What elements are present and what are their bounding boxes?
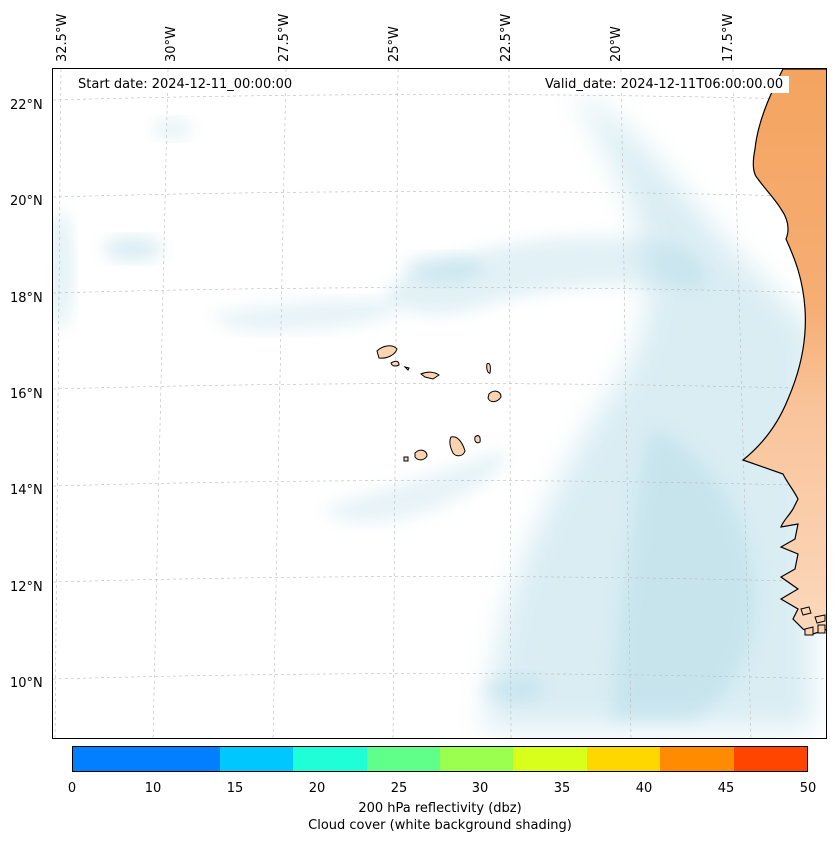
colorbar-tick-10: 10 (144, 781, 162, 796)
meridian-20w (620, 69, 632, 738)
colorbar-tick-25: 25 (390, 781, 408, 796)
colorbar-segment-30-35 (513, 747, 587, 771)
lat-label-18n: 18°N (10, 291, 43, 306)
colorbar-tick-30: 30 (471, 781, 489, 796)
meridian-30w (152, 69, 169, 738)
island-brava (403, 456, 409, 462)
meridian-25w (392, 69, 399, 738)
graticule (53, 69, 826, 738)
start-date-label: Start date: 2024-12-11_00:00:00 (72, 76, 299, 93)
lon-label-32-5w: 32.5°W (55, 13, 70, 62)
meridian-27-5w (272, 69, 287, 738)
lat-label-14n: 14°N (10, 483, 43, 498)
lat-label-22n: 22°N (10, 98, 43, 113)
colorbar-segment-15-20 (293, 747, 367, 771)
colorbar-segment-0-10 (73, 747, 220, 771)
colorbar-tick-40: 40 (635, 781, 653, 796)
meridian-17-5w (732, 69, 752, 738)
colorbar-label: 200 hPa reflectivity (dbz) (358, 801, 522, 816)
island-maio (474, 435, 481, 444)
colorbar-tick-20: 20 (308, 781, 326, 796)
island-sao-nicolau (420, 371, 440, 380)
colorbar-segment-25-30 (440, 747, 514, 771)
meridian-22-5w (508, 69, 512, 738)
cape-verde-islands (376, 345, 502, 462)
meridian-32-5w (54, 69, 62, 738)
island-fogo (414, 449, 428, 461)
parallel-20n (53, 191, 826, 198)
colorbar-segment-20-25 (366, 747, 441, 771)
map-panel[interactable] (52, 68, 827, 739)
island-boa-vista (487, 390, 502, 403)
parallel-22n (53, 94, 826, 101)
colorbar-segment-35-40 (586, 747, 661, 771)
colorbar-segment-10-15 (219, 747, 294, 771)
colorbar-tick-15: 15 (226, 781, 244, 796)
island-santa-luzia (403, 366, 410, 371)
colorbar-tick-0: 0 (67, 781, 77, 796)
lon-label-22-5w: 22.5°W (499, 13, 514, 62)
colorbar-sublabel: Cloud cover (white background shading) (308, 818, 572, 833)
colorbar-segment-45-50 (733, 747, 808, 771)
lat-label-12n: 12°N (10, 580, 43, 595)
colorbar-tick-45: 45 (717, 781, 735, 796)
colorbar (72, 746, 808, 772)
lon-label-17-5w: 17.5°W (721, 13, 736, 62)
island-sao-vicente (390, 360, 400, 367)
lon-label-25w: 25°W (387, 26, 402, 62)
colorbar-tick-35: 35 (553, 781, 571, 796)
lat-label-20n: 20°N (10, 194, 43, 209)
island-santiago (449, 436, 466, 457)
lon-label-20w: 20°W (609, 26, 624, 62)
island-sal (486, 363, 491, 374)
lat-label-16n: 16°N (10, 387, 43, 402)
lat-label-10n: 10°N (10, 676, 43, 691)
colorbar-tick-50: 50 (799, 781, 817, 796)
cloud-cover-layer (53, 89, 813, 729)
lon-label-27-5w: 27.5°W (277, 13, 292, 62)
map-canvas (53, 69, 826, 738)
lon-label-30w: 30°W (164, 26, 179, 62)
colorbar-segment-40-45 (660, 747, 734, 771)
valid-date-label: Valid_date: 2024-12-11T06:00:00.00 (539, 76, 790, 93)
africa-landmass (741, 69, 826, 635)
island-santo-antao (376, 345, 398, 359)
coastal-islets (800, 606, 826, 636)
